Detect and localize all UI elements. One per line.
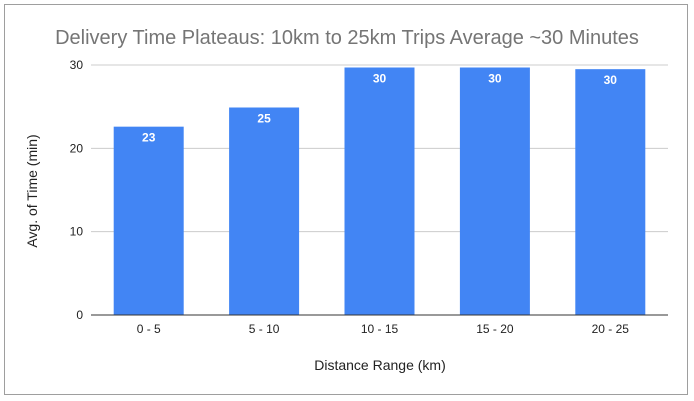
y-tick-label: 30 bbox=[70, 58, 84, 72]
y-axis-ticks: 0 10 20 30 bbox=[70, 58, 84, 322]
x-tick-label: 15 - 20 bbox=[476, 322, 514, 336]
bar bbox=[459, 67, 530, 315]
data-label: 30 bbox=[604, 73, 618, 87]
data-label: 25 bbox=[257, 112, 271, 126]
bars: 23 25 30 30 30 bbox=[113, 67, 646, 316]
x-axis-title: Distance Range (km) bbox=[314, 357, 446, 373]
chart-title: Delivery Time Plateaus: 10km to 25km Tri… bbox=[55, 27, 639, 49]
bar bbox=[575, 69, 646, 316]
x-tick-label: 5 - 10 bbox=[249, 322, 280, 336]
data-label: 30 bbox=[488, 72, 502, 86]
y-tick-label: 10 bbox=[70, 225, 84, 239]
bar bbox=[344, 67, 415, 315]
bar bbox=[113, 126, 184, 316]
x-tick-label: 0 - 5 bbox=[137, 322, 161, 336]
x-tick-label: 10 - 15 bbox=[361, 322, 399, 336]
data-label: 30 bbox=[373, 72, 387, 86]
bar bbox=[229, 107, 300, 315]
data-label: 23 bbox=[142, 131, 156, 145]
y-tick-label: 0 bbox=[76, 308, 83, 322]
x-tick-label: 20 - 25 bbox=[592, 322, 630, 336]
y-axis-title: Avg. of Time (min) bbox=[24, 134, 40, 247]
x-axis-ticks: 0 - 5 5 - 10 10 - 15 15 - 20 20 - 25 bbox=[137, 322, 630, 336]
y-tick-label: 20 bbox=[70, 141, 84, 155]
